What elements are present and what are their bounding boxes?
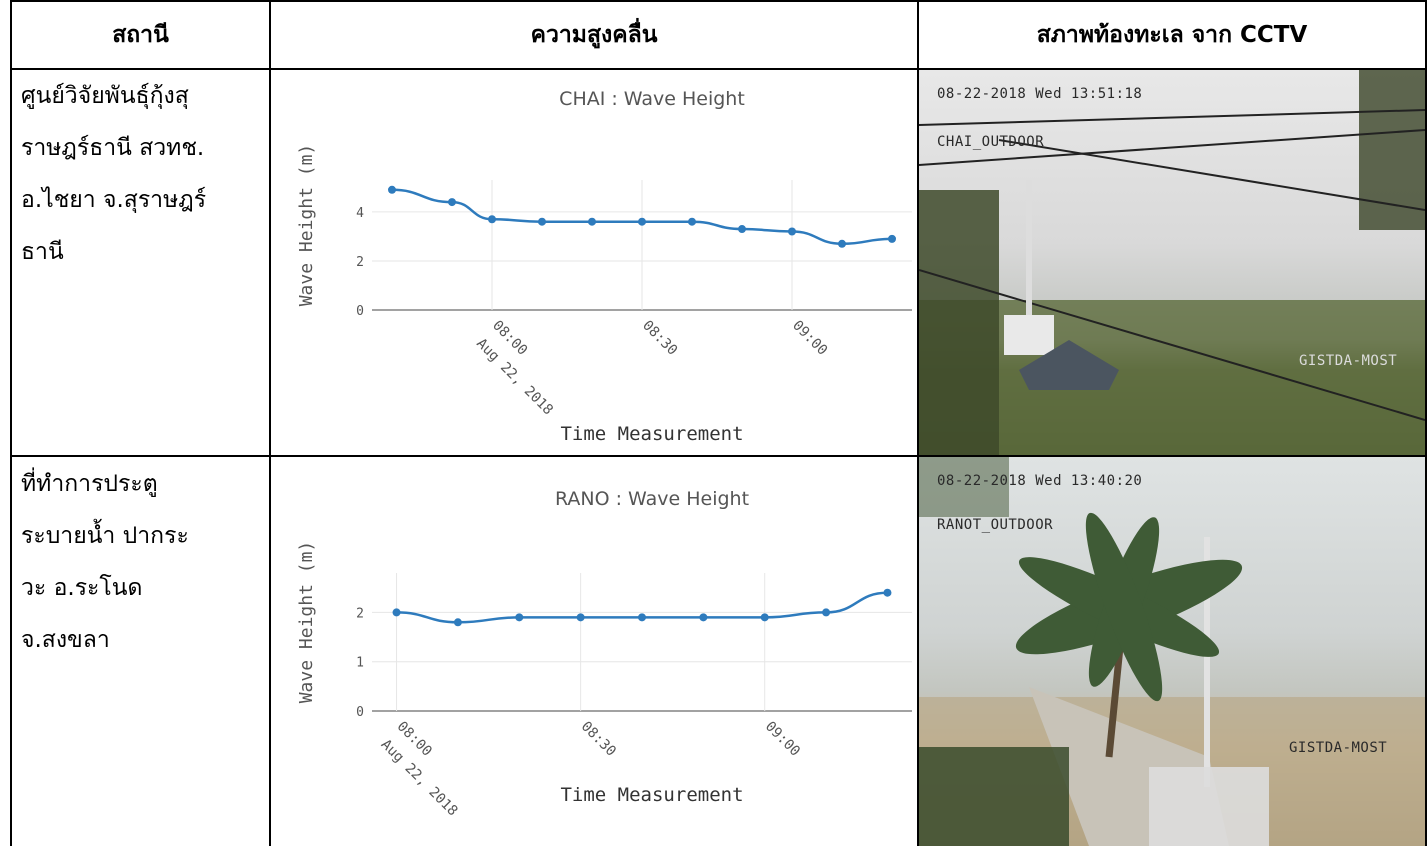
cctv-camera-rano: RANOT_OUTDOOR xyxy=(937,517,1054,533)
data-point xyxy=(688,217,696,226)
column-divider-1 xyxy=(269,0,271,846)
wave-height-chart-rano: RANO : Wave Height 0 1 2 08:00 Aug 22, 2018 08… xyxy=(272,458,916,846)
chart-title: RANO : Wave Height xyxy=(555,488,749,510)
cctv-camera-chai: CHAI_OUTDOOR xyxy=(937,134,1045,150)
y-axis-label: Wave Height (m) xyxy=(296,541,317,704)
cctv-scene-rano xyxy=(919,457,1425,846)
data-point xyxy=(488,215,496,224)
header-cctv: สภาพท้องทะเล จาก CCTV xyxy=(1036,22,1308,48)
table-border-left xyxy=(10,0,12,846)
y-tick-label: 1 xyxy=(356,656,364,671)
cctv-watermark-rano: GISTDA-MOST xyxy=(1289,740,1388,756)
header-wave-height: ความสูงคลื่น xyxy=(530,22,658,48)
data-point xyxy=(392,608,401,617)
cctv-scene-chai xyxy=(919,70,1425,455)
data-point xyxy=(453,618,462,627)
data-point xyxy=(699,613,708,622)
x-tick-label: 08:30 xyxy=(578,719,619,760)
data-point xyxy=(388,185,396,194)
cctv-timestamp-rano: 08-22-2018 Wed 13:40:20 xyxy=(937,473,1143,489)
data-point xyxy=(576,613,585,622)
table-border-right xyxy=(1425,0,1427,846)
y-tick-label: 0 xyxy=(356,705,364,720)
cctv-timestamp-chai: 08-22-2018 Wed 13:51:18 xyxy=(937,86,1143,102)
table-border-top xyxy=(10,0,1427,2)
x-tick-label: 08:30 xyxy=(639,318,680,359)
data-point xyxy=(838,239,846,248)
header-station: สถานี xyxy=(112,22,169,48)
cctv-watermark-chai: GISTDA-MOST xyxy=(1299,353,1398,369)
data-point xyxy=(588,217,596,226)
station-name-chai: ศูนย์วิจัยพันธุ์กุ้งสุ ราษฎร์ธานี สวทช. … xyxy=(21,83,207,265)
data-point xyxy=(515,613,524,622)
cctv-image-rano: 08-22-2018 Wed 13:40:20 RANOT_OUTDOOR GI… xyxy=(919,457,1425,846)
x-tick-label: 09:00 xyxy=(762,719,803,760)
x-tick-label: 09:00 xyxy=(789,318,830,359)
data-point xyxy=(638,217,646,226)
y-tick-label: 0 xyxy=(356,304,364,319)
chart-title: CHAI : Wave Height xyxy=(559,88,745,110)
station-table: สถานี ความสูงคลื่น สภาพท้องทะเล จาก CCTV… xyxy=(10,0,1427,846)
data-point xyxy=(738,225,746,234)
data-point xyxy=(822,608,831,617)
x-axis-label: Time Measurement xyxy=(560,784,743,806)
data-point xyxy=(883,588,892,597)
station-name-rano: ที่ทำการประตู ระบายน้ำ ปากระ วะ อ.ระโนด … xyxy=(21,471,189,653)
y-tick-label: 2 xyxy=(356,255,364,270)
y-axis-label: Wave Height (m) xyxy=(296,144,317,307)
y-tick-label: 4 xyxy=(356,206,364,221)
data-point xyxy=(538,217,546,226)
wave-height-chart-chai: CHAI : Wave Height 0 2 4 08:00 Aug 22, 2018 08… xyxy=(272,70,916,454)
row-divider xyxy=(10,455,1427,457)
data-point xyxy=(638,613,646,622)
data-point xyxy=(788,227,796,236)
data-point xyxy=(760,613,769,622)
x-axis-label: Time Measurement xyxy=(560,423,743,445)
y-tick-label: 2 xyxy=(356,606,364,621)
column-divider-2 xyxy=(917,0,919,846)
header-divider xyxy=(10,68,1427,70)
data-point xyxy=(448,198,456,207)
cctv-image-chai: 08-22-2018 Wed 13:51:18 CHAI_OUTDOOR GIS… xyxy=(919,70,1425,455)
data-point xyxy=(888,234,896,243)
